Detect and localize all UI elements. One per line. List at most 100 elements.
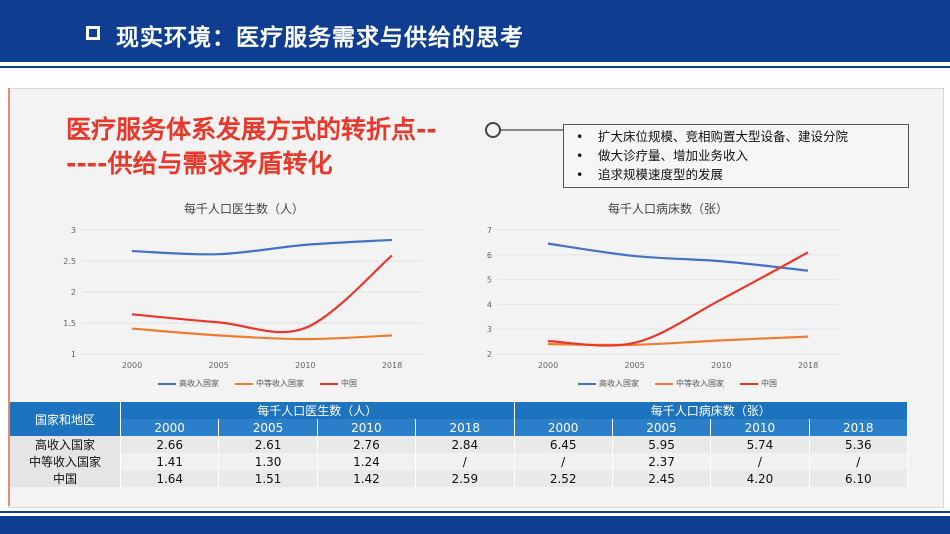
table-cell: 2.76 (317, 436, 417, 453)
slide-title-line1: 医疗服务体系发展方式的转折点-- (66, 115, 437, 144)
chart-legend: 高收入国家 中等收入国家 中国 (578, 378, 777, 389)
table-cell: 1.51 (218, 470, 318, 487)
chart-title-doctors: 每千人口医生数（人） (184, 202, 305, 216)
year-header: 2010 (710, 419, 810, 436)
table-cell: 2.61 (218, 436, 318, 453)
legend-item: 中国 (320, 378, 357, 389)
bullet-box: 扩大床位规模、竞相购置大型设备、建设分院 做大诊疗量、增加业务收入 追求规模速度… (563, 124, 909, 188)
row-label: 高收入国家 (10, 436, 121, 453)
table-corner: 国家和地区 (10, 402, 121, 436)
x-tick-label: 2010 (295, 361, 315, 370)
y-tick-label: 2 (487, 350, 492, 359)
y-tick-label: 3 (71, 226, 76, 235)
table-cell: 5.74 (710, 436, 810, 453)
table-row: 中国 1.64 1.51 1.42 2.59 2.52 2.45 4.20 6.… (10, 470, 909, 487)
legend-swatch (740, 382, 758, 385)
panel-edge (8, 88, 10, 506)
header-bar (0, 0, 950, 62)
series-line (131, 254, 393, 334)
table-cell: 1.24 (317, 453, 417, 470)
x-tick-label: 2018 (798, 361, 818, 370)
y-tick-label: 1 (71, 350, 76, 359)
x-tick-label: 2018 (382, 361, 402, 370)
series-line (131, 327, 393, 341)
chart-doctors: 1 1.5 2 2.5 3 2000 2005 2010 2018 (63, 226, 422, 370)
checkbox-icon (86, 26, 100, 40)
legend-item: 中国 (740, 378, 777, 389)
table-cell: 2.37 (612, 453, 712, 470)
x-tick-label: 2005 (624, 361, 644, 370)
legend-item: 中等收入国家 (235, 378, 304, 389)
y-tick-label: 7 (487, 226, 492, 235)
table-cell: 2.45 (612, 470, 712, 487)
table-cell: 6.45 (514, 436, 613, 453)
table-cell: 1.30 (218, 453, 318, 470)
x-tick-label: 2000 (538, 361, 558, 370)
legend-swatch (235, 382, 253, 385)
row-label: 中国 (10, 470, 121, 487)
x-tick-label: 2005 (208, 361, 228, 370)
table-cell: 5.36 (809, 436, 909, 453)
series-line (131, 238, 393, 256)
chart-title-beds: 每千人口病床数（张） (608, 202, 729, 216)
legend-swatch (320, 382, 338, 385)
table-cell: / (710, 453, 810, 470)
legend-swatch (158, 382, 176, 385)
legend-item: 高收入国家 (578, 378, 639, 389)
page-title: 现实环境：医疗服务需求与供给的思考 (116, 25, 524, 51)
header-divider (0, 66, 950, 68)
table-cell: 2.52 (514, 470, 613, 487)
y-tick-label: 1.5 (63, 319, 76, 328)
y-tick-label: 2.5 (63, 257, 76, 266)
year-header: 2005 (612, 419, 712, 436)
series-line (547, 242, 809, 272)
chart-beds: 2 3 4 5 6 7 2000 2005 2010 2018 (487, 226, 838, 370)
legend-swatch (578, 382, 596, 385)
table-row: 高收入国家 2.66 2.61 2.76 2.84 6.45 5.95 5.74… (10, 436, 909, 453)
x-tick-label: 2010 (711, 361, 731, 370)
year-header: 2018 (415, 419, 515, 436)
bullet-item: 追求规模速度型的发展 (572, 165, 908, 184)
legend-label: 中等收入国家 (256, 379, 304, 388)
table-group-doctors: 每千人口医生数（人） (120, 402, 515, 419)
year-header: 2005 (218, 419, 318, 436)
table-cell: 1.41 (120, 453, 220, 470)
footer-bar (0, 516, 950, 534)
chart-legend: 高收入国家 中等收入国家 中国 (158, 378, 357, 389)
year-header: 2018 (809, 419, 909, 436)
y-tick-label: 2 (71, 288, 76, 297)
slide-title-line2: ----供给与需求矛盾转化 (66, 149, 333, 178)
y-tick-label: 5 (487, 276, 492, 285)
table-cell: 2.66 (120, 436, 220, 453)
legend-label: 中等收入国家 (676, 379, 724, 388)
legend-item: 高收入国家 (158, 378, 219, 389)
table-cell: / (809, 453, 909, 470)
year-header: 2000 (514, 419, 613, 436)
y-tick-label: 4 (487, 300, 492, 309)
connector-icon (485, 122, 564, 138)
year-header: 2000 (120, 419, 220, 436)
table-cell: 6.10 (809, 470, 909, 487)
legend-label: 中国 (341, 379, 357, 388)
table-cell: / (415, 453, 515, 470)
bullet-item: 扩大床位规模、竞相购置大型设备、建设分院 (572, 127, 908, 146)
footer-divider (0, 511, 950, 513)
legend-label: 高收入国家 (599, 379, 639, 388)
bullet-item: 做大诊疗量、增加业务收入 (572, 146, 908, 165)
table-cell: 2.84 (415, 436, 515, 453)
table-cell: 4.20 (710, 470, 810, 487)
table-group-beds: 每千人口病床数（张） (514, 402, 908, 419)
y-tick-label: 6 (487, 251, 492, 260)
table-row: 中等收入国家 1.41 1.30 1.24 / / 2.37 / / (10, 453, 909, 470)
legend-item: 中等收入国家 (655, 378, 724, 389)
legend-label: 高收入国家 (179, 379, 219, 388)
year-header: 2010 (317, 419, 417, 436)
table-cell: 1.64 (120, 470, 220, 487)
table-cell: 5.95 (612, 436, 712, 453)
data-table: 国家和地区 每千人口医生数（人） 每千人口病床数（张） 2000 2005 20… (10, 402, 909, 487)
table-cell: 1.42 (317, 470, 417, 487)
legend-swatch (655, 382, 673, 385)
y-tick-label: 3 (487, 325, 492, 334)
table-cell: 2.59 (415, 470, 515, 487)
table-cell: / (514, 453, 613, 470)
